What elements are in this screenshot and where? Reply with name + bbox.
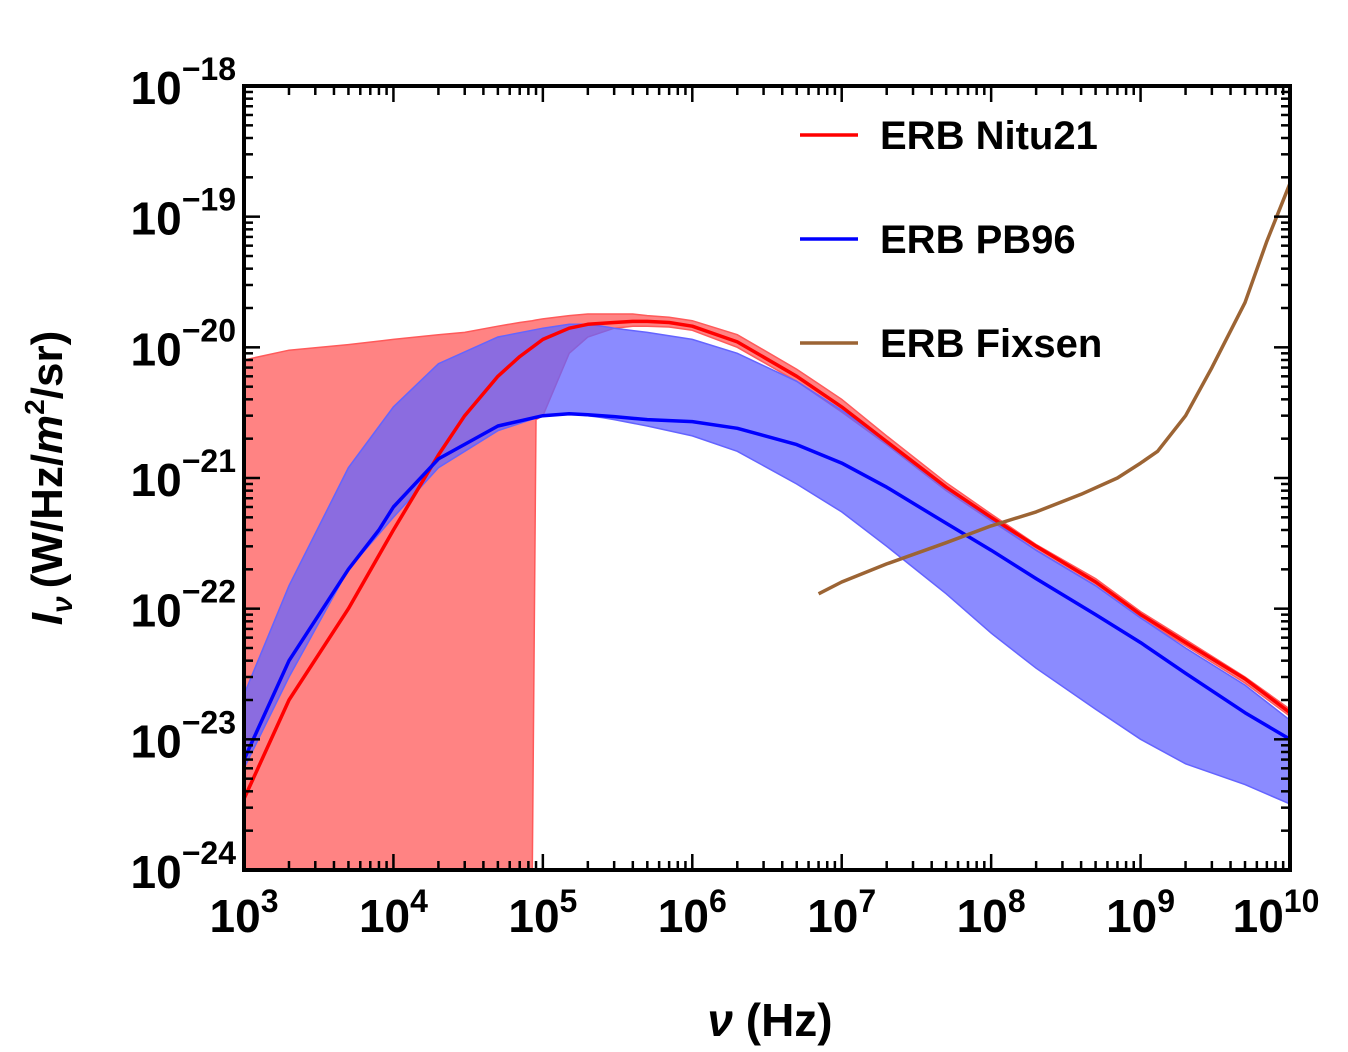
- x-tick-label: 107: [807, 883, 876, 942]
- x-tick-label: 108: [957, 883, 1026, 942]
- x-tick-label: 109: [1106, 883, 1175, 942]
- line-series-0: [242, 319, 1292, 800]
- legend-label: ERB PB96: [880, 218, 1076, 262]
- x-tick-label: 1010: [1233, 883, 1320, 942]
- x-axis-unit: (Hz): [746, 994, 833, 1046]
- y-tick-label: 10−22: [131, 574, 236, 637]
- y-tick-label: 10−23: [131, 704, 236, 767]
- y-axis-unit-a: (W/Hz/: [23, 454, 72, 588]
- x-tick-label: 105: [508, 883, 577, 942]
- legend-label: ERB Fixsen: [880, 322, 1102, 366]
- y-tick-label: 10−21: [131, 443, 236, 506]
- y-axis-title: Iν (W/Hz/m2/sr): [19, 331, 79, 626]
- plot-frame: [242, 84, 1292, 872]
- line-series-1: [242, 412, 1291, 761]
- y-tick-label: 10−20: [131, 312, 236, 375]
- x-tick-label: 103: [210, 883, 279, 942]
- legend-label: ERB Nitu21: [880, 114, 1098, 158]
- x-tick-label: 106: [658, 883, 727, 942]
- y-axis-symbol: I: [23, 612, 72, 625]
- y-tick-label: 10−18: [131, 51, 236, 114]
- y-axis-unit-b: /sr): [23, 331, 72, 399]
- y-axis-subscript: ν: [46, 596, 79, 613]
- y-tick-label: 10−19: [131, 182, 236, 245]
- y-tick-labels: 10−24 10−23 10−22 10−21 10−20 10−19 10−18: [131, 51, 237, 898]
- x-tick-labels: 103 104 105 106 107 108 109 1010: [210, 883, 1320, 942]
- x-tick-label: 104: [359, 883, 428, 942]
- x-axis-symbol: ν: [707, 994, 733, 1046]
- y-tick-label: 10−24: [131, 835, 237, 898]
- series-lines: [242, 182, 1292, 800]
- y-axis-unit-sup: 2: [19, 399, 50, 415]
- uncertainty-bands: [243, 313, 1291, 871]
- y-axis-unit-m: m: [23, 415, 72, 454]
- line-series-2: [817, 182, 1292, 596]
- legend: ERB Nitu21 ERB PB96 ERB Fixsen: [800, 114, 1102, 366]
- x-axis-title: ν (Hz): [707, 994, 832, 1046]
